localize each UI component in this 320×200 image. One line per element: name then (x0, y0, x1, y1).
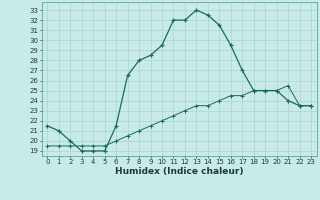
X-axis label: Humidex (Indice chaleur): Humidex (Indice chaleur) (115, 167, 244, 176)
